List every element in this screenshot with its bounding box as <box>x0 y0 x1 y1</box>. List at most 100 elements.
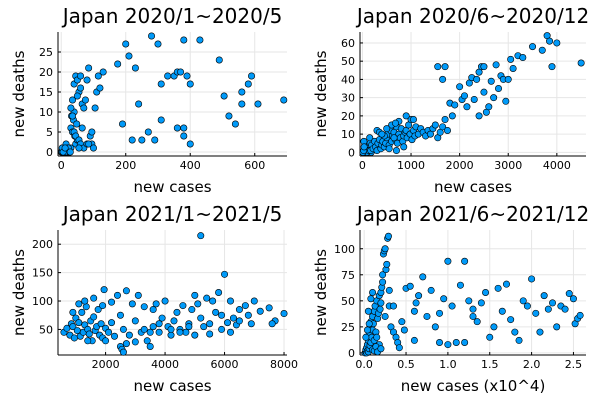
y-tick-label: 50 <box>39 323 53 336</box>
data-point <box>473 75 481 83</box>
data-point <box>490 94 498 102</box>
data-point <box>69 323 77 331</box>
data-point <box>576 311 584 319</box>
data-point <box>448 302 456 310</box>
data-point <box>561 305 569 313</box>
data-point <box>441 63 449 71</box>
data-point <box>360 143 368 151</box>
data-point <box>247 320 255 328</box>
data-point <box>67 104 75 112</box>
data-point <box>504 75 512 83</box>
x-tick-label: 0 <box>359 159 366 172</box>
data-point <box>569 295 577 303</box>
y-tick-label: 75 <box>341 269 355 282</box>
y-axis-label: new deaths <box>10 249 28 336</box>
data-point <box>498 307 506 315</box>
data-point <box>577 59 585 67</box>
y-tick-label: 60 <box>341 37 355 50</box>
data-point <box>155 320 163 328</box>
x-tick-label: 200 <box>115 159 136 172</box>
data-point <box>128 300 136 308</box>
data-point <box>78 308 86 316</box>
y-tick-label: 0 <box>348 347 355 360</box>
data-point <box>378 130 386 138</box>
data-point <box>148 32 156 40</box>
data-point <box>406 282 414 290</box>
data-point <box>434 63 442 71</box>
data-point <box>379 271 387 279</box>
data-point <box>364 307 372 315</box>
data-point <box>384 232 392 240</box>
data-point <box>143 337 151 345</box>
data-point <box>177 68 185 76</box>
data-point <box>475 112 483 120</box>
data-point <box>494 284 502 292</box>
data-point <box>203 294 211 302</box>
data-point <box>548 63 556 71</box>
data-point <box>402 112 410 120</box>
data-point <box>152 300 160 308</box>
data-point <box>419 273 427 281</box>
data-point <box>221 270 229 278</box>
y-tick-label: 200 <box>32 238 53 251</box>
data-point <box>96 84 104 92</box>
data-point <box>528 275 536 283</box>
y-tick-label: 10 <box>39 106 53 119</box>
data-point <box>81 96 89 104</box>
data-point <box>77 84 85 92</box>
data-point <box>415 292 423 300</box>
data-point <box>212 308 220 316</box>
data-point <box>170 317 178 325</box>
data-point <box>238 100 246 108</box>
data-point <box>509 64 517 72</box>
data-point <box>377 345 385 353</box>
data-point <box>410 336 418 344</box>
data-point <box>443 126 451 134</box>
data-point <box>131 317 139 325</box>
data-point <box>131 338 139 346</box>
data-point <box>146 342 154 350</box>
y-tick-label: 20 <box>39 66 53 79</box>
y-tick-label: 150 <box>32 267 53 280</box>
data-point <box>180 36 188 44</box>
data-point <box>409 116 417 124</box>
data-point <box>229 314 237 322</box>
data-point <box>81 297 89 305</box>
data-point <box>182 328 190 336</box>
data-point <box>412 299 420 307</box>
data-point <box>73 92 81 100</box>
data-point <box>220 92 228 100</box>
data-point <box>441 116 449 124</box>
data-point <box>215 56 223 64</box>
data-point <box>515 336 523 344</box>
y-tick-label: 10 <box>341 128 355 141</box>
data-point <box>119 325 127 333</box>
data-point <box>128 136 136 144</box>
data-point <box>209 297 217 305</box>
data-point <box>456 83 464 91</box>
data-point <box>66 148 74 156</box>
data-point <box>176 328 184 336</box>
data-point <box>427 286 435 294</box>
data-point <box>480 88 488 96</box>
data-point <box>280 310 288 318</box>
data-point <box>135 100 143 108</box>
data-point <box>439 123 447 131</box>
data-point <box>553 39 561 47</box>
data-point <box>140 303 148 311</box>
x-tick-label: 4000 <box>151 358 179 371</box>
data-point <box>485 103 493 111</box>
data-point <box>194 300 202 308</box>
data-point <box>119 348 127 356</box>
x-axis-label: new cases <box>133 178 211 196</box>
data-point <box>460 92 468 100</box>
data-point <box>85 330 93 338</box>
data-point <box>390 134 398 142</box>
data-point <box>197 232 205 240</box>
data-point <box>268 320 276 328</box>
x-tick-label: 8000 <box>270 358 298 371</box>
data-point <box>149 306 157 314</box>
data-point <box>173 124 181 132</box>
data-point <box>470 95 478 103</box>
data-point <box>492 61 500 69</box>
